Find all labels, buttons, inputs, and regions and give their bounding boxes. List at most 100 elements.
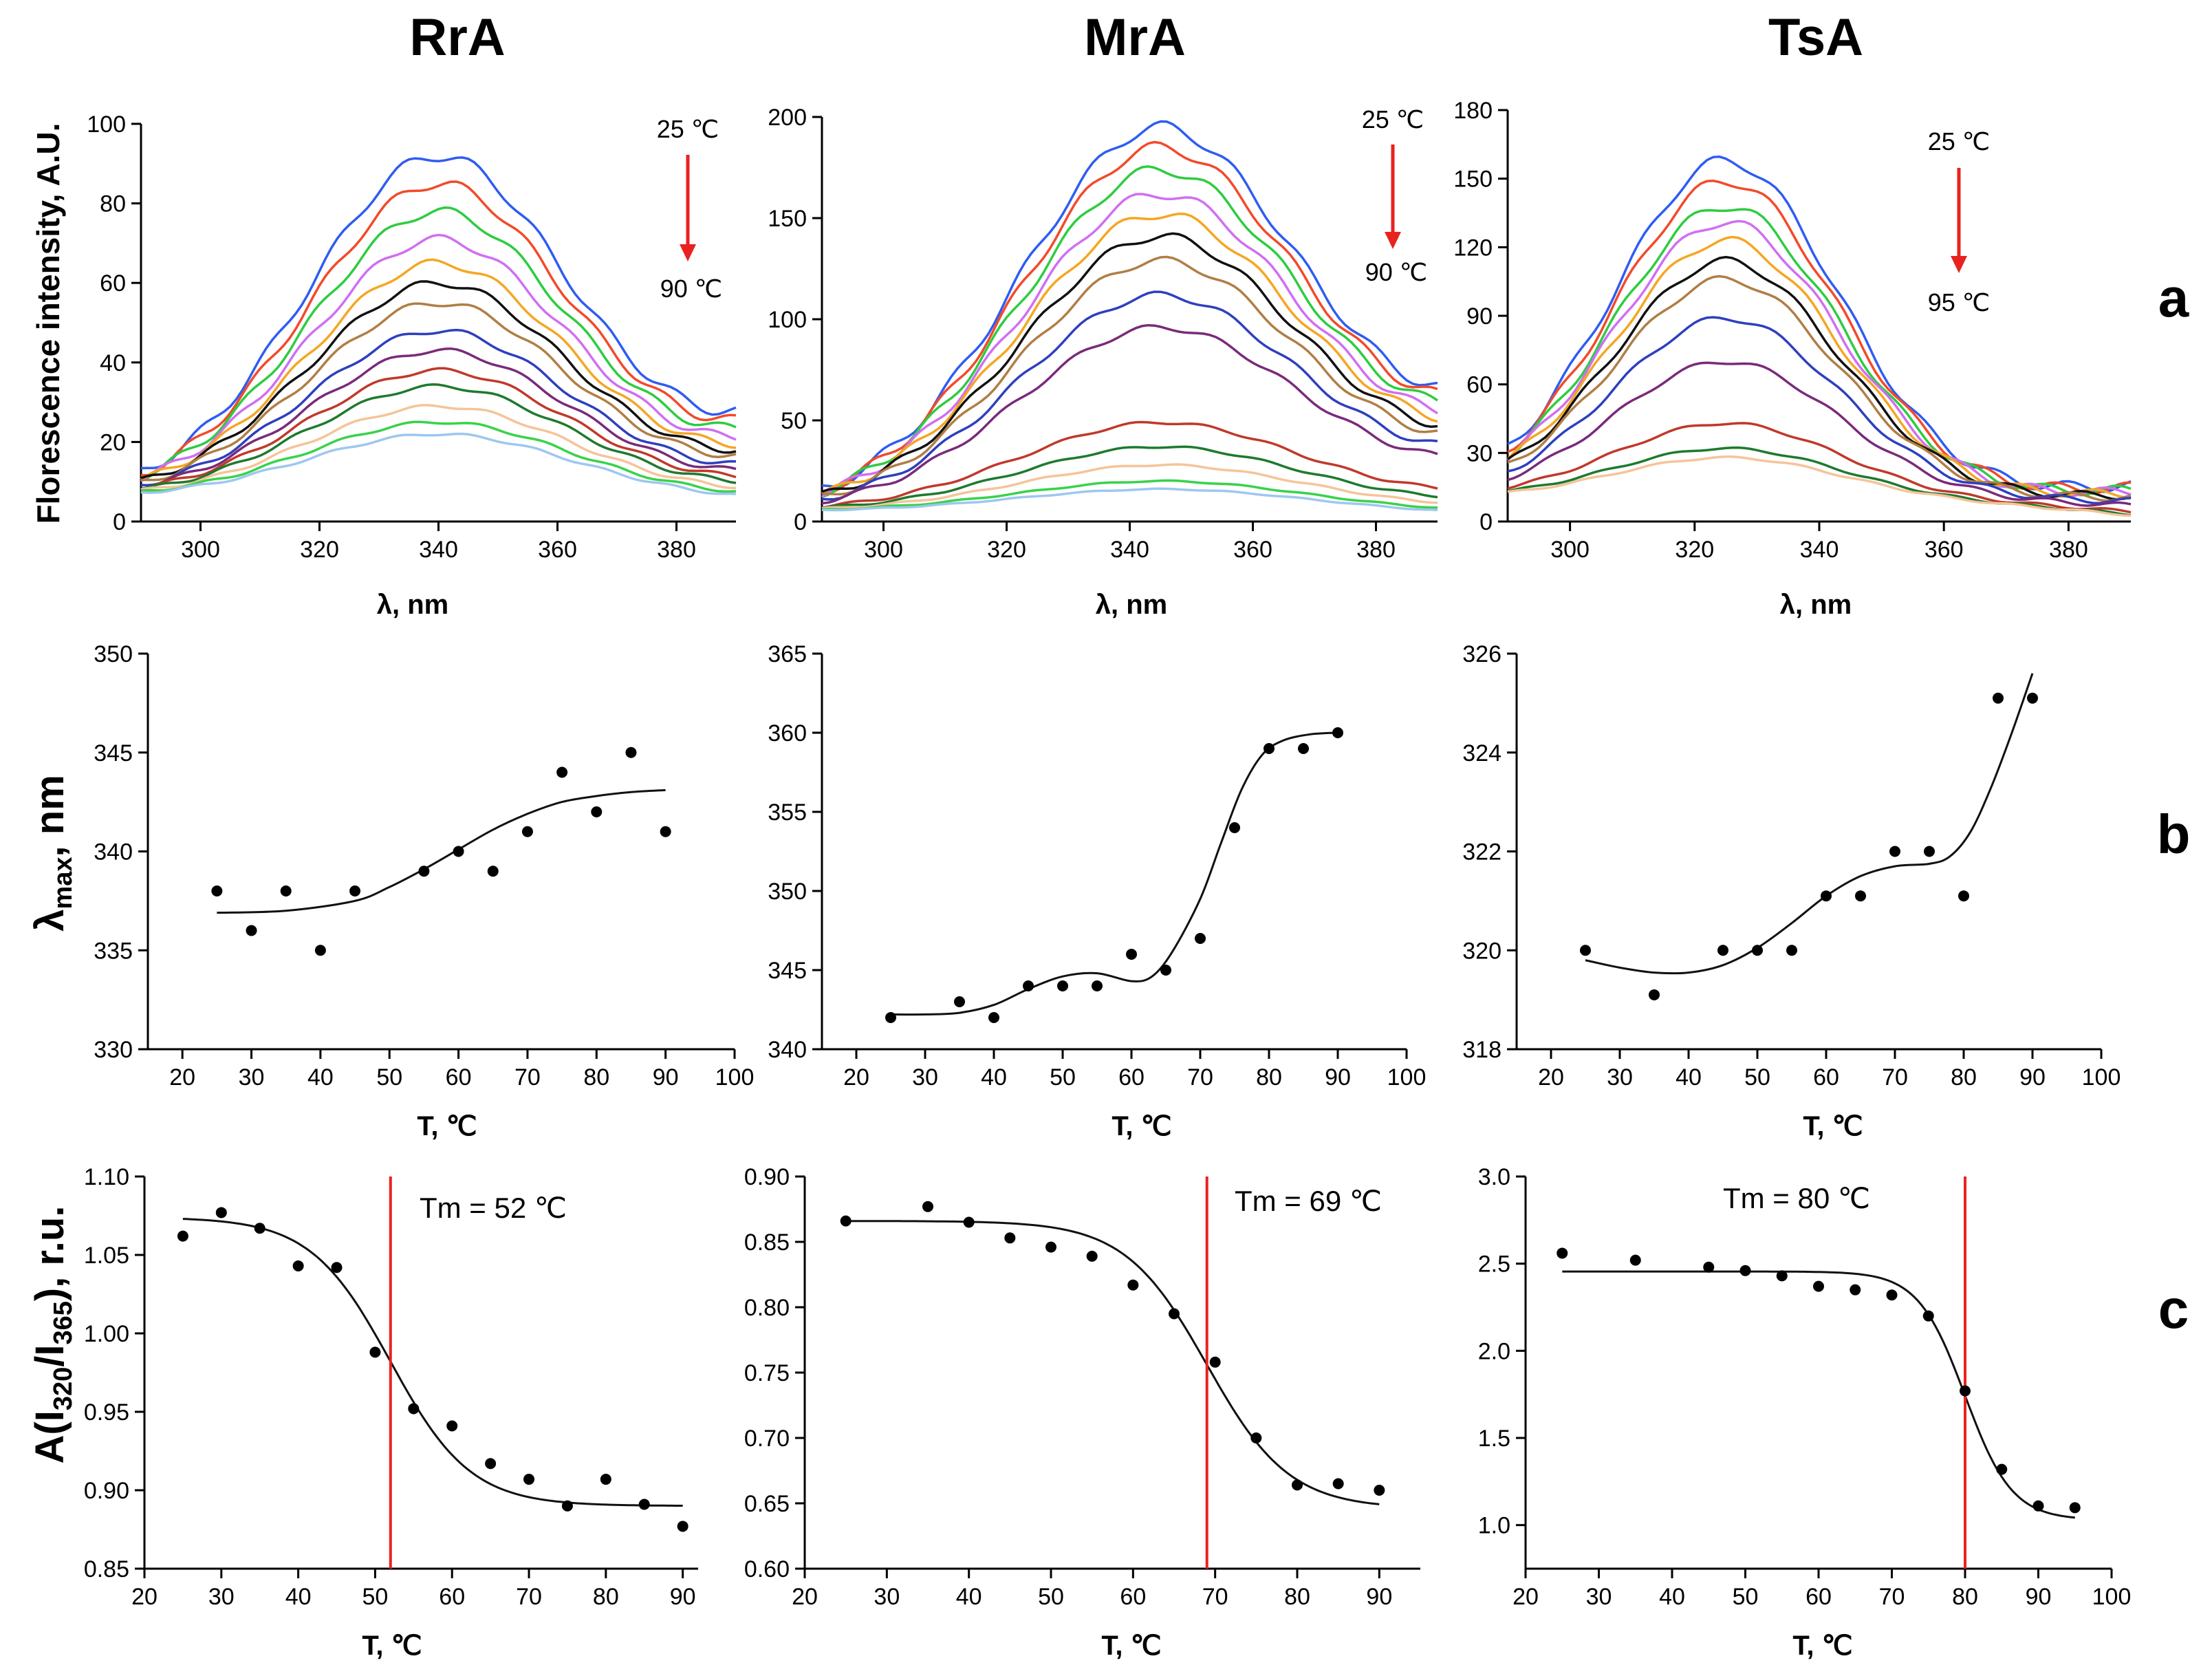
panel-c-tsa-point (1922, 1310, 1934, 1322)
panel-b-rra-point (211, 885, 223, 896)
ylabel-c-sub1: 320 (49, 1367, 78, 1410)
panel-b-mra-fit-curve (890, 731, 1338, 1016)
panel-b-tsa-ytick-label: 326 (1462, 641, 1501, 667)
panel-a-rra-series-6 (140, 280, 737, 480)
panel-c-mra-point (1332, 1478, 1344, 1490)
ylabel-row-c: A(I320/I365), r.u. (28, 1206, 78, 1464)
panel-b-mra-point (1264, 743, 1275, 754)
panel-b-mra-xtick-label: 100 (1387, 1064, 1427, 1091)
panel-c-rra-point (600, 1474, 611, 1485)
panel-c-rra-xtick-label: 80 (593, 1584, 619, 1610)
panel-c-tsa-xtick-label: 90 (2026, 1584, 2052, 1610)
panel-c-tsa: 20 30 40 50 60 70 80 90 100 1.0 1.5 2.0 2.5 3.0 (1478, 1164, 2132, 1610)
panel-a-rra-ytick-label: 60 (100, 270, 126, 297)
panel-b-tsa-ytick-label: 324 (1462, 740, 1501, 766)
panel-a-mra-series-8 (821, 290, 1438, 501)
panel-c-rra-point (408, 1403, 420, 1415)
panel-b-mra-xtick-label: 80 (1256, 1064, 1282, 1091)
panel-b-tsa-fit-curve (1585, 673, 2034, 975)
arrow-bottom-tsa: 95 ℃ (1928, 288, 1990, 316)
panel-c-rra-xtick-label: 20 (131, 1584, 158, 1610)
xlabel-c-mra: T, ℃ (1101, 1631, 1161, 1661)
panel-c-tsa-xtick-label: 100 (2092, 1584, 2132, 1610)
panel-a-tsa-ytick-label: 150 (1453, 166, 1493, 193)
panel-c-rra-ytick-label: 1.00 (84, 1321, 129, 1347)
ylabel-c-sub2: 365 (49, 1301, 78, 1344)
panel-c-rra: 20 30 40 50 60 70 80 90 0.85 0.90 0.95 1.00 1.05 1.10 (84, 1164, 698, 1610)
panel-c-rra-xtick-label: 90 (670, 1584, 696, 1610)
panel-b-rra-point (280, 885, 292, 896)
panel-c-mra-point (1169, 1308, 1180, 1320)
panel-b-mra-xtick-label: 90 (1325, 1064, 1351, 1091)
panel-a-mra-series-6 (821, 232, 1438, 493)
panel-c-mra-ytick-label: 0.75 (744, 1360, 790, 1386)
panel-b-tsa-xtick-label: 40 (1676, 1064, 1702, 1091)
panel-c-tsa-point (1850, 1284, 1861, 1296)
panel-b-tsa-ytick-label: 318 (1462, 1037, 1501, 1063)
panel-b-rra: 20 30 40 50 60 70 80 90 100 330 335 340 345 350 (94, 641, 754, 1091)
ylabel-c-main: A(I (28, 1410, 72, 1463)
panel-a-rra-series-13 (140, 420, 737, 493)
panel-a-mra-xtick-label: 380 (1356, 537, 1396, 563)
panel-a-rra-xtick-label: 360 (538, 537, 577, 563)
panel-b-mra-point (1229, 822, 1240, 833)
panel-a-tsa-ytick-label: 30 (1466, 440, 1493, 466)
panel-b-tsa-xtick-label: 20 (1538, 1064, 1564, 1091)
panel-b-rra-point (521, 826, 533, 837)
panel-b-mra-xtick-label: 20 (843, 1064, 869, 1091)
panel-b-mra-xtick-label: 50 (1050, 1064, 1076, 1091)
panel-c-tsa-point (1776, 1270, 1788, 1282)
title-tsa: TsA (1768, 8, 1863, 67)
panel-a-mra-xtick-label: 360 (1233, 537, 1272, 563)
panel-b-mra-xtick-label: 40 (981, 1064, 1007, 1091)
panel-c-rra-point (677, 1521, 688, 1532)
panel-b-rra-point (556, 766, 568, 778)
panel-a-mra-ytick-label: 100 (768, 307, 807, 333)
panel-b-rra-point (453, 846, 464, 857)
panel-c-rra-point (446, 1420, 458, 1432)
panel-a-tsa-ytick-label: 0 (1479, 509, 1493, 535)
panel-c-rra-xtick-label: 70 (516, 1584, 542, 1610)
panel-c-rra-point (561, 1500, 573, 1512)
panel-a-tsa-series-6 (1507, 255, 2132, 501)
panel-c-mra-point (1127, 1279, 1139, 1291)
panel-b-tsa-point (1752, 945, 1763, 956)
panel-a-rra-series-11 (140, 383, 737, 491)
panel-a-mra-series-2 (821, 140, 1438, 494)
panel-c-tsa-xtick-label: 30 (1586, 1584, 1612, 1610)
panel-c-rra-point (369, 1346, 381, 1358)
panel-c-rra-point (331, 1262, 343, 1274)
panel-c-tsa-xtick-label: 40 (1659, 1584, 1685, 1610)
panel-c-rra-fit-curve (182, 1218, 683, 1507)
panel-b-rra-xtick-label: 80 (583, 1064, 609, 1091)
panel-a-rra-ytick-label: 40 (100, 350, 126, 376)
panel-c-tsa-fit-curve (1562, 1270, 2075, 1519)
panel-a-tsa-series-3 (1506, 208, 2132, 497)
panel-b-mra-point (954, 996, 965, 1007)
panel-b-mra-point (1092, 980, 1103, 991)
panel-c-rra-point (215, 1207, 227, 1218)
panel-a-mra-series-3 (821, 165, 1438, 498)
panel-b-mra-ytick-label: 355 (768, 799, 807, 826)
panel-a-rra-xtick-label: 320 (300, 537, 339, 563)
panel-c-mra-point (1374, 1485, 1385, 1496)
panel-b-rra-point (660, 826, 671, 837)
panel-a-mra: 300 320 340 360 380 0 50 100 150 200 (768, 105, 1438, 563)
row-label-c: c (2158, 1278, 2189, 1340)
panel-b-tsa-point (1821, 890, 1832, 902)
panel-b-rra-xtick-label: 50 (376, 1064, 402, 1091)
panel-a-mra-series-7 (822, 255, 1438, 496)
panel-a-mra-ytick-label: 50 (781, 408, 807, 434)
panel-a-rra-xtick-label: 340 (419, 537, 458, 563)
panel-c-mra-point (1004, 1232, 1016, 1244)
panel-c-rra-point (292, 1260, 304, 1271)
title-rra: RrA (409, 8, 505, 67)
panel-b-rra-point (418, 866, 430, 877)
xlabel-a-mra: λ, nm (1096, 590, 1167, 620)
arrow-top-tsa: 25 ℃ (1928, 127, 1990, 155)
panel-c-rra-point (177, 1230, 188, 1242)
panel-c-mra-xtick-label: 40 (956, 1584, 982, 1610)
panel-b-mra-point (1332, 727, 1343, 738)
panel-a-tsa-series-2 (1507, 180, 2132, 495)
